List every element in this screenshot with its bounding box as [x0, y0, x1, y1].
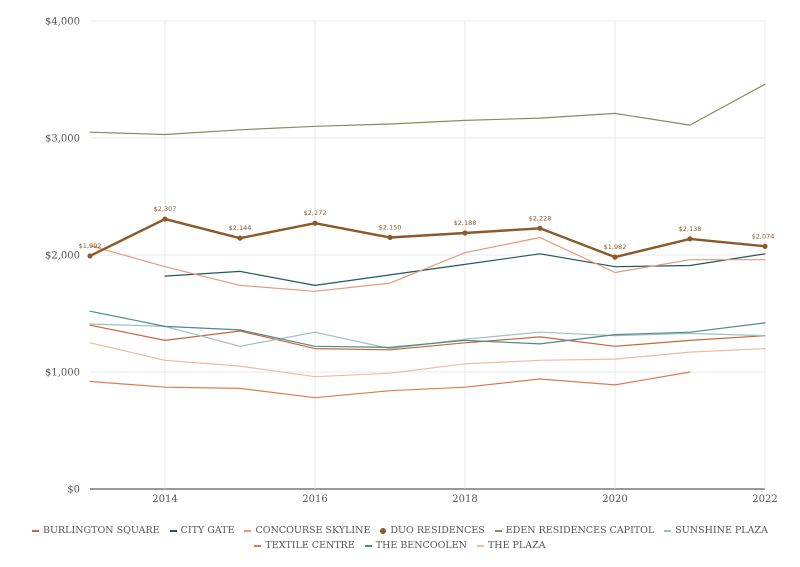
data-point-duo-residences [387, 234, 393, 241]
series-line-city-gate [164, 253, 766, 286]
data-label: $1,992 [79, 242, 102, 250]
legend-item[interactable]: EDEN RESIDENCES CAPITOL [494, 523, 655, 538]
y-tick-label: $3,000 [45, 134, 80, 145]
x-axis: 2014 2016 2018 2020 2022 [152, 494, 777, 505]
legend-swatch [476, 544, 484, 547]
x-tick-label: 2022 [752, 494, 777, 505]
data-point-duo-residences [687, 236, 693, 242]
y-tick-label: $2,000 [45, 251, 80, 262]
series-line-eden-residences-capitol [89, 83, 766, 136]
series-line-concourse-skyline [89, 236, 766, 292]
data-point-duo-residences [762, 243, 768, 249]
legend-swatch [380, 527, 387, 534]
legend-swatch [364, 544, 372, 547]
data-label: $1,982 [604, 243, 627, 251]
legend-row: BURLINGTON SQUARE CITY GATE CONCOURSE SKYL… [0, 523, 800, 538]
data-point-duo-residences [612, 254, 618, 260]
legend-row: TEXTILE CENTRE THE BENCOOLEN THE PLAZA [0, 538, 800, 553]
series-line-the-bencoolen [89, 310, 766, 348]
legend-label: TEXTILE CENTRE [265, 540, 355, 551]
data-label: $2,138 [679, 225, 702, 233]
legend-swatch [254, 544, 262, 547]
legend: BURLINGTON SQUARE CITY GATE CONCOURSE SKYL… [0, 523, 800, 553]
y-tick-label: $4,000 [45, 17, 80, 28]
series-lines [87, 83, 768, 399]
legend-label: EDEN RESIDENCES CAPITOL [505, 525, 655, 536]
legend-label: BURLINGTON SQUARE [43, 525, 160, 536]
legend-label: SUNSHINE PLAZA [675, 525, 768, 536]
grid [90, 20, 766, 490]
data-label: $2,188 [454, 219, 477, 227]
y-tick-label: $0 [67, 485, 80, 496]
data-label: $2,150 [379, 223, 402, 231]
legend-swatch [664, 529, 672, 532]
legend-swatch [169, 529, 177, 532]
legend-label: CONCOURSE SKYLINE [255, 525, 371, 536]
series-line-textile-centre [89, 371, 691, 399]
legend-label: CITY GATE [180, 525, 235, 536]
legend-item[interactable]: THE BENCOOLEN [364, 538, 467, 553]
legend-item[interactable]: DUO RESIDENCES [380, 523, 485, 538]
series-line-duo-residences [88, 217, 767, 259]
data-label: $2,074 [752, 232, 775, 240]
data-label: $2,144 [229, 224, 252, 232]
series-line-burlington-square [89, 324, 766, 351]
y-axis: $0 $1,000 $2,000 $3,000 $4,000 [45, 17, 80, 496]
data-point-duo-residences [537, 225, 543, 231]
legend-label: THE BENCOOLEN [375, 540, 467, 551]
data-point-duo-residences [237, 235, 243, 241]
data-label: $2,228 [529, 214, 552, 222]
legend-item[interactable]: THE PLAZA [476, 538, 546, 553]
legend-item[interactable]: SUNSHINE PLAZA [664, 523, 768, 538]
data-point-duo-residences [312, 220, 318, 226]
y-tick-label: $1,000 [45, 368, 80, 379]
series-line-the-plaza [89, 342, 766, 378]
data-point-duo-residences [462, 230, 468, 236]
legend-item[interactable]: CONCOURSE SKYLINE [244, 523, 370, 538]
x-tick-label: 2020 [602, 494, 627, 505]
data-label: $2,307 [154, 205, 177, 213]
x-tick-label: 2016 [302, 494, 327, 505]
x-tick-label: 2018 [452, 494, 477, 505]
data-labels: $1,992 $2,307 $2,144 $2,272 $2,150 $2,188 $2,2… [79, 205, 775, 251]
legend-item[interactable]: CITY GATE [169, 523, 235, 538]
data-label: $2,272 [304, 209, 327, 217]
x-tick-label: 2014 [152, 494, 177, 505]
legend-label: THE PLAZA [487, 540, 546, 551]
legend-item[interactable]: TEXTILE CENTRE [254, 538, 355, 553]
legend-item[interactable]: BURLINGTON SQUARE [32, 523, 160, 538]
data-point-duo-residences [162, 216, 168, 222]
data-point-duo-residences [87, 253, 93, 259]
legend-swatch [32, 529, 40, 532]
legend-swatch [244, 529, 252, 532]
legend-swatch [494, 529, 502, 532]
legend-label: DUO RESIDENCES [390, 525, 485, 536]
